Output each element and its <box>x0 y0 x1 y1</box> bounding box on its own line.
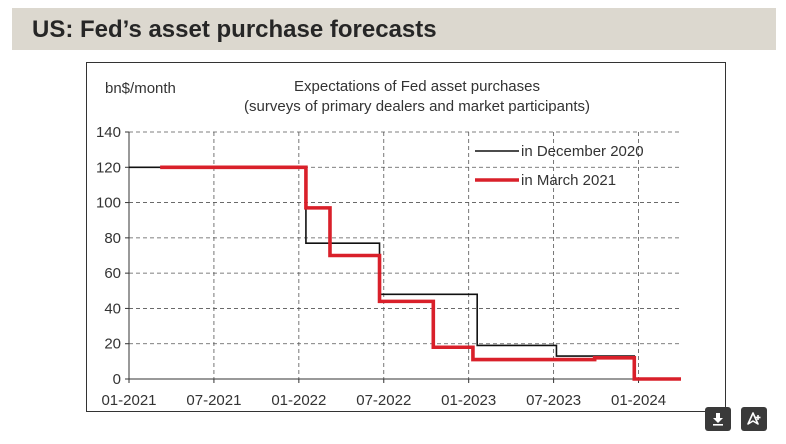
series-line-march-2021 <box>160 165 681 381</box>
y-tick-label: 0 <box>113 371 121 388</box>
share-icon <box>747 412 761 425</box>
page-title: US: Fed’s asset purchase forecasts <box>32 16 437 43</box>
y-tick-label: 60 <box>104 265 121 282</box>
x-tick-label: 07-2022 <box>356 392 411 409</box>
x-tick-label: 01-2022 <box>271 392 326 409</box>
x-tick-label: 01-2024 <box>611 392 666 409</box>
y-axis-label: bn$/month <box>105 80 176 97</box>
chart-title: Expectations of Fed asset purchases <box>294 78 540 95</box>
x-tick-label: 07-2021 <box>186 392 241 409</box>
legend-label: in December 2020 <box>521 143 644 160</box>
legend-label: in March 2021 <box>521 172 616 189</box>
chart-subtitle: (surveys of primary dealers and market p… <box>244 98 590 115</box>
x-tick-label: 01-2023 <box>441 392 496 409</box>
x-tick-label: 07-2023 <box>526 392 581 409</box>
y-tick-label: 140 <box>96 124 121 141</box>
y-tick-label: 100 <box>96 195 121 212</box>
x-tick-label: 01-2021 <box>101 392 156 409</box>
page-header: US: Fed’s asset purchase forecasts <box>12 8 776 50</box>
chart-frame: 0 20 40 60 80 100 120 140 01-2021 07-2021 01-2022 0… <box>86 62 726 412</box>
y-tick-label: 20 <box>104 336 121 353</box>
share-button[interactable] <box>741 407 767 431</box>
y-tick-label: 80 <box>104 230 121 247</box>
y-tick-label: 40 <box>104 300 121 317</box>
y-tick-label: 120 <box>96 159 121 176</box>
download-button[interactable] <box>705 407 731 431</box>
download-icon <box>713 413 723 426</box>
asset-purchase-chart: 0 20 40 60 80 100 120 140 01-2021 07-2021 01-2022 0… <box>96 78 681 409</box>
